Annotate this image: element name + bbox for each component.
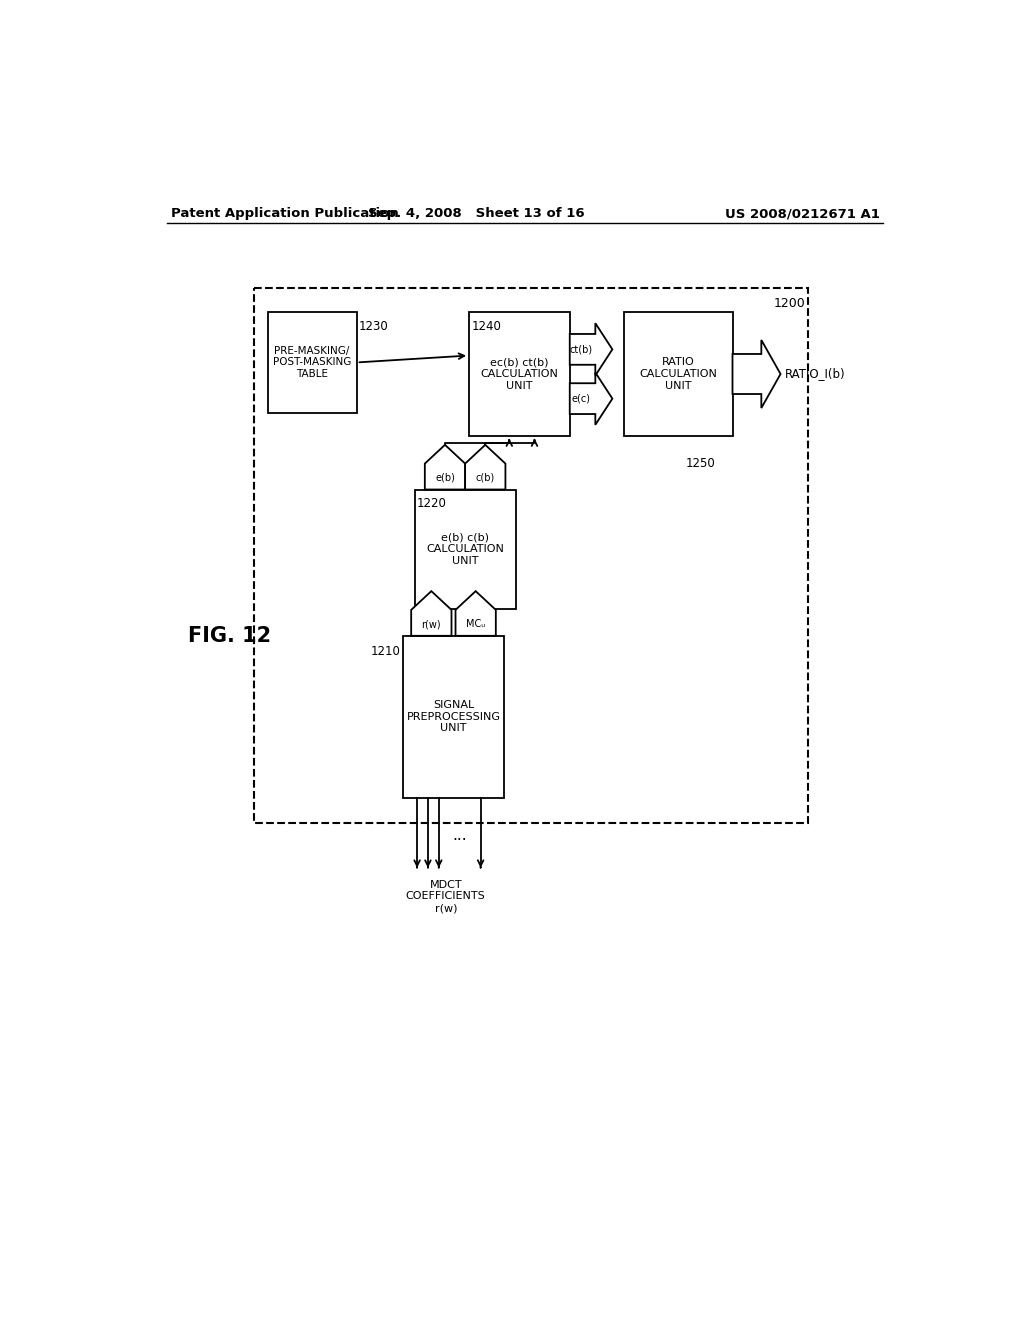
Text: RATIO
CALCULATION
UNIT: RATIO CALCULATION UNIT: [639, 358, 717, 391]
Text: MDCT
COEFFICIENTS
r(w): MDCT COEFFICIENTS r(w): [406, 880, 485, 913]
Text: ec(b) ct(b)
CALCULATION
UNIT: ec(b) ct(b) CALCULATION UNIT: [480, 358, 558, 391]
Text: ...: ...: [453, 829, 467, 843]
Text: 1220: 1220: [417, 498, 446, 511]
Text: 1250: 1250: [686, 457, 716, 470]
Bar: [254, 288, 809, 822]
Text: 1210: 1210: [371, 645, 400, 659]
Polygon shape: [732, 341, 780, 408]
Text: RATIO_I(b): RATIO_I(b): [785, 367, 846, 380]
Text: Patent Application Publication: Patent Application Publication: [171, 207, 398, 220]
Text: PRE-MASKING/
POST-MASKING
TABLE: PRE-MASKING/ POST-MASKING TABLE: [272, 346, 351, 379]
Text: US 2008/0212671 A1: US 2008/0212671 A1: [725, 207, 880, 220]
Text: e(b): e(b): [435, 473, 455, 483]
Polygon shape: [465, 445, 506, 490]
Bar: [415, 490, 515, 609]
Polygon shape: [425, 445, 465, 490]
Bar: [403, 636, 504, 797]
Text: FIG. 12: FIG. 12: [188, 626, 271, 645]
Text: 1230: 1230: [359, 321, 389, 333]
Text: Sep. 4, 2008   Sheet 13 of 16: Sep. 4, 2008 Sheet 13 of 16: [369, 207, 585, 220]
Text: 1240: 1240: [471, 321, 501, 333]
Text: e(b) c(b)
CALCULATION
UNIT: e(b) c(b) CALCULATION UNIT: [426, 532, 504, 566]
Text: MCᵤ: MCᵤ: [466, 619, 485, 630]
Bar: [469, 313, 569, 436]
Polygon shape: [412, 591, 452, 636]
Text: 1200: 1200: [773, 297, 805, 310]
Bar: [267, 313, 356, 413]
Text: ct(b): ct(b): [569, 345, 593, 354]
Polygon shape: [456, 591, 496, 636]
Polygon shape: [569, 323, 612, 376]
Text: e(c): e(c): [571, 393, 591, 404]
Bar: [624, 313, 732, 436]
Text: SIGNAL
PREPROCESSING
UNIT: SIGNAL PREPROCESSING UNIT: [407, 700, 501, 733]
Text: c(b): c(b): [476, 473, 495, 483]
Polygon shape: [569, 372, 612, 425]
Text: r(w): r(w): [422, 619, 441, 630]
